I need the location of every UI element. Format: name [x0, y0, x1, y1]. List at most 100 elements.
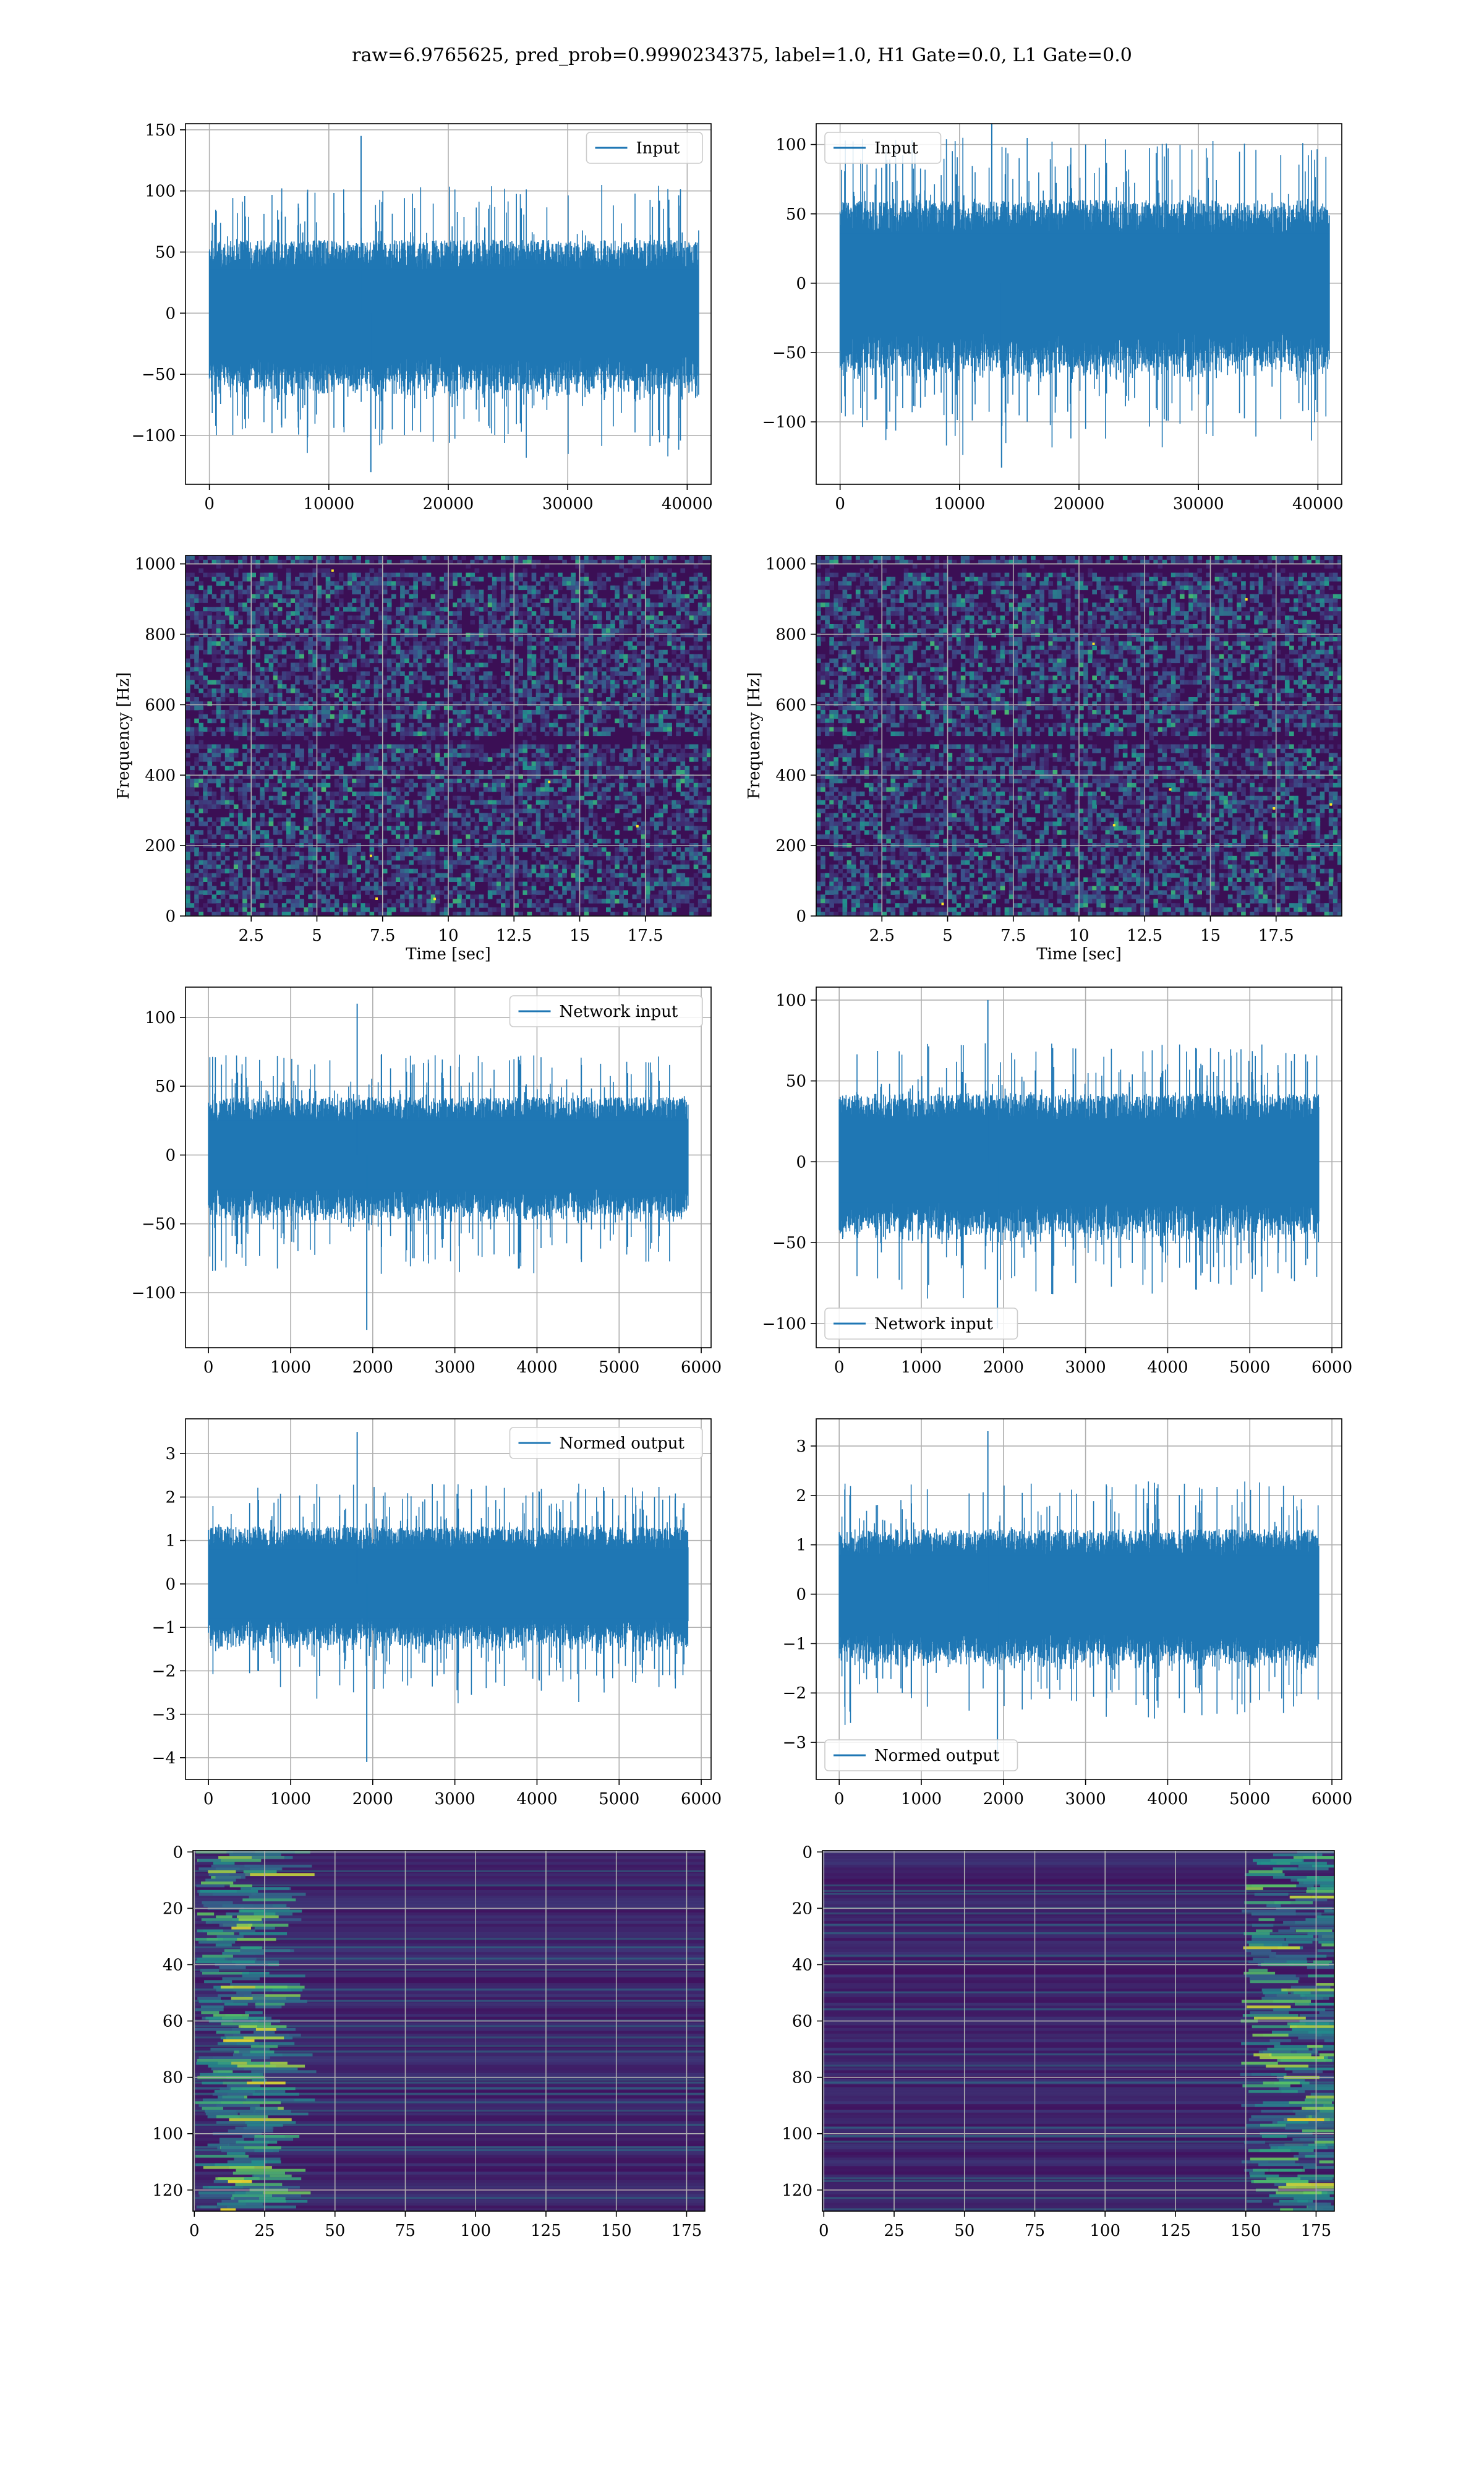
legend-label: Normed output	[560, 1434, 685, 1453]
legend-r3c2: Network input	[824, 1308, 1018, 1340]
x-tick-label: 10000	[934, 495, 985, 513]
x-tick-label: 5000	[599, 1358, 639, 1377]
x-axis-label: Time [sec]	[406, 945, 491, 964]
x-tick-label: 25	[884, 2222, 904, 2240]
legend-box	[824, 132, 942, 164]
legend-box	[509, 995, 703, 1027]
x-tick-label: 5	[312, 927, 322, 945]
x-tick-label: 75	[1025, 2222, 1045, 2240]
x-tick-label: 2000	[352, 1358, 393, 1377]
x-tick-label: 75	[395, 2222, 416, 2240]
plot-area-r4c2	[816, 1419, 1342, 1779]
y-tick-label: 200	[145, 837, 176, 855]
plot-area-r4c1	[186, 1419, 711, 1779]
x-tick-label: 1000	[901, 1790, 942, 1808]
y-tick-label: 1	[165, 1532, 176, 1551]
x-tick-label: 3000	[1065, 1790, 1106, 1808]
x-tick-label: 0	[203, 1358, 214, 1377]
series-band-r1c1	[209, 269, 699, 357]
y-tick-label: −50	[772, 1234, 806, 1252]
legend-label: Network input	[874, 1315, 993, 1333]
x-tick-label: 6000	[681, 1790, 722, 1808]
x-tick-label: 2000	[983, 1790, 1024, 1808]
x-tick-label: 40000	[662, 495, 713, 513]
x-tick-label: 17.5	[1258, 927, 1294, 945]
y-tick-label: −100	[762, 1315, 806, 1333]
x-tick-label: 7.5	[1000, 927, 1026, 945]
x-tick-label: 30000	[1173, 495, 1224, 513]
y-tick-label: 2	[796, 1487, 806, 1505]
y-tick-label: 0	[796, 907, 806, 926]
y-axis-label: Frequency [Hz]	[745, 672, 764, 800]
x-tick-label: 0	[834, 1790, 845, 1808]
y-tick-label: 40	[792, 1956, 812, 1974]
x-tick-label: 20000	[423, 495, 474, 513]
x-tick-label: 3000	[435, 1358, 475, 1377]
x-tick-label: 6000	[1311, 1358, 1352, 1377]
y-tick-label: 0	[165, 1575, 176, 1594]
x-tick-label: 12.5	[496, 927, 532, 945]
y-tick-label: 0	[165, 1146, 176, 1165]
x-tick-label: 4000	[1147, 1358, 1188, 1377]
y-tick-label: 100	[152, 2125, 183, 2144]
y-tick-label: 40	[163, 1956, 183, 1974]
legend-box	[509, 1427, 703, 1459]
series-band-r3c2	[839, 1121, 1319, 1203]
x-tick-label: 150	[1230, 2222, 1261, 2240]
y-tick-label: 120	[782, 2181, 812, 2200]
x-tick-label: 0	[204, 495, 215, 513]
y-tick-label: 100	[145, 1009, 176, 1027]
axes-frame-r5c1	[192, 1850, 706, 2212]
x-tick-label: 15	[1200, 927, 1221, 945]
x-tick-label: 0	[189, 2222, 200, 2240]
chart-panel-r4c2: 0 1000 2000 3000 4000 5000 6000 −3 −2 −1 0 1 2 3 Norme…	[783, 1418, 1352, 1808]
series-band-r3c1	[208, 1120, 688, 1190]
x-tick-label: 40000	[1292, 495, 1344, 513]
x-tick-label: 3000	[1065, 1358, 1106, 1377]
y-tick-label: 400	[775, 766, 806, 785]
x-axis-label: Time [sec]	[1036, 945, 1122, 964]
x-tick-label: 5	[942, 927, 953, 945]
series-band-r1c2	[840, 233, 1329, 333]
x-tick-label: 4000	[516, 1790, 557, 1808]
series-band-r4c2	[839, 1555, 1319, 1633]
y-tick-label: 20	[163, 1899, 183, 1918]
axes-frame-r4c1	[185, 1418, 712, 1780]
y-tick-label: −100	[132, 1284, 176, 1303]
x-tick-label: 15	[569, 927, 590, 945]
legend-r4c1: Normed output	[509, 1427, 703, 1459]
x-tick-label: 10	[1068, 927, 1089, 945]
y-tick-label: 100	[775, 136, 806, 155]
chart-panel-r1c1: 0 10000 20000 30000 40000 −100 −50 0 50 100 150 Inp…	[132, 121, 713, 513]
y-tick-label: 100	[775, 991, 806, 1010]
y-tick-label: −100	[132, 427, 176, 445]
y-tick-label: 800	[145, 626, 176, 644]
x-tick-label: 10	[438, 927, 458, 945]
plot-area-r5c2	[822, 1851, 1334, 2211]
y-axis-label: Frequency [Hz]	[114, 672, 133, 800]
y-tick-label: 800	[775, 626, 806, 644]
y-tick-label: 0	[173, 1843, 183, 1862]
plot-area-r3c2	[816, 987, 1342, 1348]
x-tick-label: 4000	[1147, 1790, 1188, 1808]
series-band-r4c1	[208, 1549, 688, 1619]
y-tick-label: −50	[142, 1215, 176, 1234]
y-tick-label: 100	[782, 2125, 812, 2144]
chart-panel-r3c2: 0 1000 2000 3000 4000 5000 6000 −100 −50 0 50 100 Ne…	[762, 987, 1352, 1377]
legend-box	[824, 1739, 1018, 1771]
y-tick-label: 50	[155, 1077, 176, 1096]
y-tick-label: −100	[762, 413, 806, 432]
y-tick-label: −50	[772, 344, 806, 362]
y-tick-label: −3	[152, 1706, 176, 1724]
y-tick-label: 50	[786, 205, 806, 224]
x-tick-label: 25	[254, 2222, 275, 2240]
y-tick-label: 3	[165, 1445, 176, 1463]
y-tick-label: 60	[792, 2013, 812, 2031]
legend-r1c2: Input	[824, 132, 942, 164]
legend-r1c1: Input	[586, 132, 703, 164]
chart-panel-r3c1: 0 1000 2000 3000 4000 5000 6000 −100 −50 0 50 100 Ne…	[132, 987, 722, 1377]
x-tick-label: 2000	[352, 1790, 393, 1808]
legend-label: Input	[636, 139, 680, 158]
y-tick-label: −2	[152, 1662, 176, 1680]
x-tick-label: 5000	[599, 1790, 639, 1808]
